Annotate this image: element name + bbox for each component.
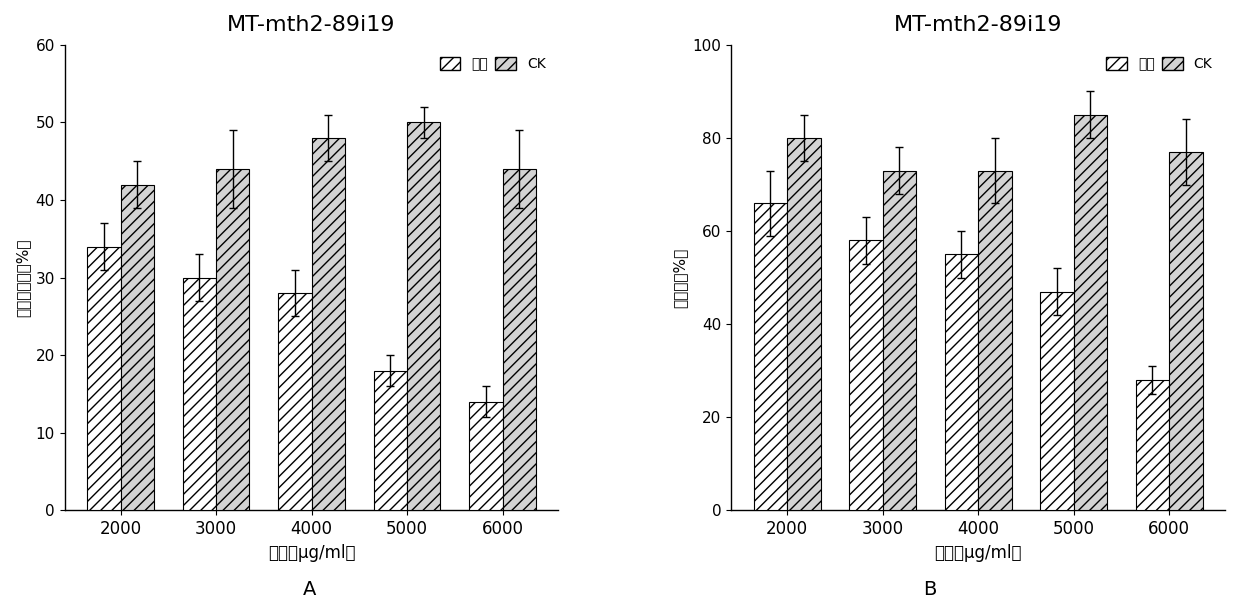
Bar	[182, 277, 216, 510]
Text: B: B	[924, 580, 936, 599]
Bar	[1074, 115, 1107, 510]
Bar	[1169, 152, 1203, 510]
Bar	[978, 171, 1012, 510]
Bar	[216, 169, 249, 510]
Title: MT-mth2-89i19: MT-mth2-89i19	[227, 15, 396, 35]
Bar	[469, 402, 502, 510]
Bar	[754, 203, 787, 510]
Legend: 处理, CK: 处理, CK	[434, 52, 552, 77]
Bar	[849, 240, 883, 510]
Text: A: A	[304, 580, 316, 599]
X-axis label: 浓度（μg/ml）: 浓度（μg/ml）	[268, 544, 356, 561]
Bar	[373, 371, 407, 510]
Bar	[407, 123, 440, 510]
Bar	[1040, 291, 1074, 510]
Bar	[278, 293, 311, 510]
Bar	[945, 254, 978, 510]
Bar	[1136, 380, 1169, 510]
Title: MT-mth2-89i19: MT-mth2-89i19	[894, 15, 1063, 35]
Y-axis label: 繁殖率（%）: 繁殖率（%）	[672, 248, 687, 308]
Y-axis label: 成虫存活率（%）: 成虫存活率（%）	[15, 239, 30, 317]
Legend: 处理, CK: 处理, CK	[1101, 52, 1218, 77]
Bar	[120, 185, 154, 510]
Bar	[87, 246, 120, 510]
Bar	[787, 138, 821, 510]
Bar	[502, 169, 536, 510]
Bar	[883, 171, 916, 510]
Bar	[311, 138, 345, 510]
X-axis label: 浓度（μg/ml）: 浓度（μg/ml）	[935, 544, 1022, 561]
